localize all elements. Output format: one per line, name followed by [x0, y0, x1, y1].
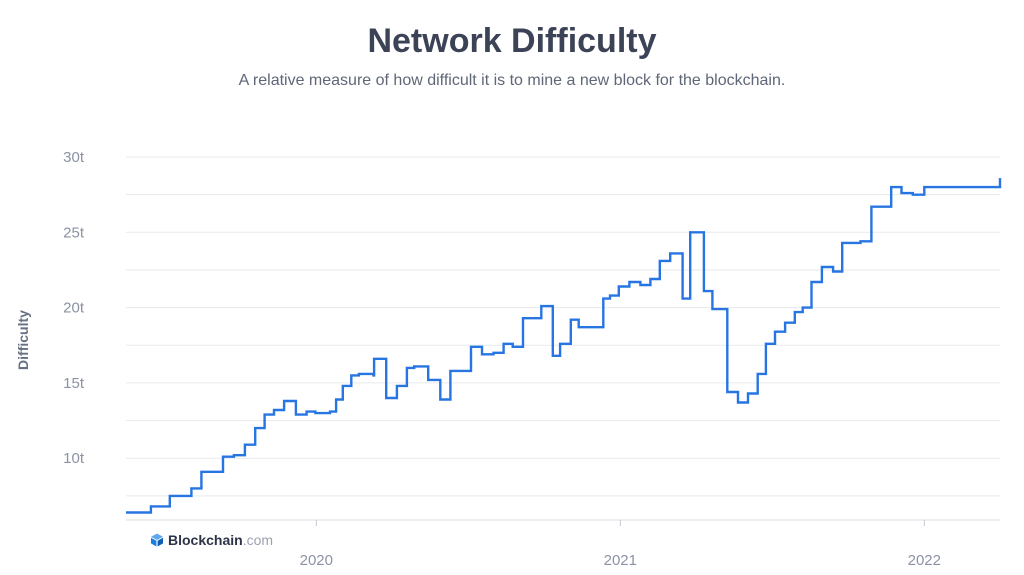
brand-logo: Blockchain .com	[150, 532, 273, 548]
brand-tld: .com	[242, 532, 274, 548]
x-tick-label: 2020	[300, 552, 333, 569]
y-tick-label: 15t	[63, 375, 85, 392]
y-tick-label: 25t	[63, 224, 85, 241]
chart-title: Network Difficulty	[367, 22, 657, 60]
x-tick-label: 2022	[908, 552, 941, 569]
y-tick-label: 30t	[63, 149, 85, 166]
blockchain-cube-icon	[151, 533, 163, 547]
grid-lines	[126, 156, 1000, 521]
chart-subtitle: A relative measure of how difficult it i…	[238, 72, 786, 89]
y-axis-ticks: 10t 15t 20t 25t 30t	[63, 149, 85, 467]
brand-name: Blockchain	[168, 532, 243, 548]
x-tick-label: 2021	[604, 552, 637, 569]
y-tick-label: 20t	[63, 300, 85, 317]
y-tick-label: 10t	[63, 450, 85, 467]
x-axis-ticks: 2020 2021 2022	[300, 520, 941, 569]
difficulty-series-line	[126, 178, 1002, 514]
